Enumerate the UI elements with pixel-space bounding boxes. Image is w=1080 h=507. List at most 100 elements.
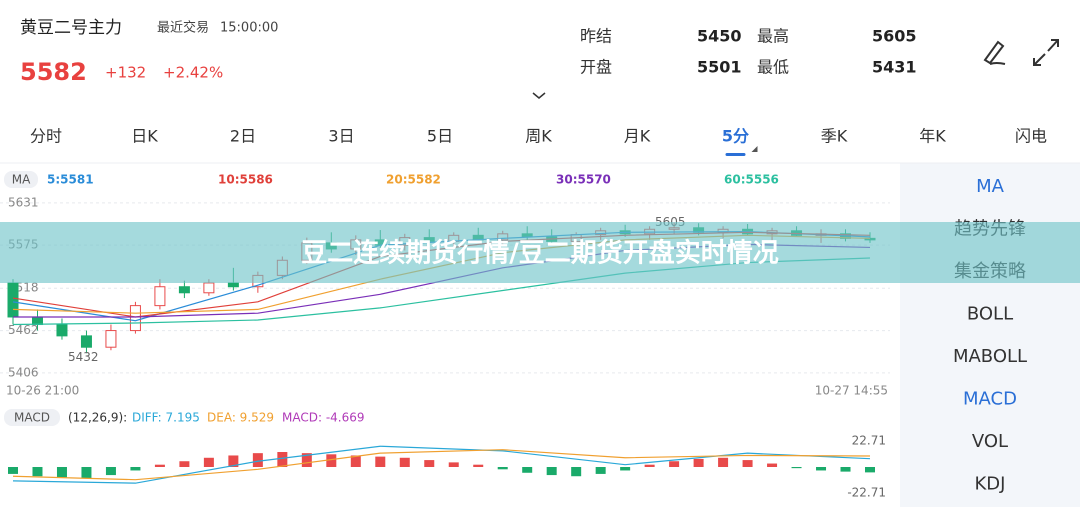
- indicator-option[interactable]: VOL: [972, 431, 1008, 452]
- macd-bar: [448, 462, 459, 467]
- banner-text: 豆二连续期货行情/豆二期货开盘实时情况: [301, 238, 779, 269]
- stat-label: 昨结: [580, 27, 612, 46]
- stat-value: 5605: [872, 27, 917, 46]
- candle-body: [105, 330, 117, 348]
- period-tab[interactable]: 5分: [722, 127, 749, 146]
- legend-entry: DEA: 9.529: [207, 411, 274, 425]
- macd-bar: [301, 453, 312, 467]
- macd-bar: [81, 467, 92, 479]
- period-tab[interactable]: 日K: [131, 127, 158, 146]
- indicator-option[interactable]: KDJ: [975, 474, 1006, 495]
- indicator-option[interactable]: MABOLL: [953, 346, 1027, 367]
- y-tick-label: -22.71: [847, 486, 886, 500]
- fullscreen-icon[interactable]: [1033, 39, 1059, 66]
- macd-bar: [130, 467, 141, 471]
- banner-overlay: [0, 222, 1080, 283]
- legend-entry: 20:5582: [386, 173, 441, 187]
- candle-body: [80, 335, 92, 348]
- macd-bar: [203, 457, 214, 467]
- candle-body: [203, 282, 215, 294]
- period-tab[interactable]: 周K: [525, 127, 552, 146]
- y-tick-label: 5631: [8, 195, 39, 209]
- period-tab[interactable]: 分时: [30, 127, 62, 146]
- macd-bar: [595, 467, 606, 474]
- macd-bar: [56, 467, 67, 478]
- candle-body: [7, 282, 19, 318]
- macd-bar: [620, 467, 631, 471]
- macd-bar: [644, 464, 655, 467]
- macd-bar: [105, 467, 116, 476]
- indicator-option[interactable]: MA: [976, 176, 1005, 197]
- y-tick-label: 5406: [8, 365, 39, 379]
- macd-line: [12, 445, 871, 484]
- legend-entry: 30:5570: [556, 173, 611, 187]
- macd-bar: [816, 467, 827, 471]
- macd-bar: [546, 467, 557, 476]
- last-trade-time: 15:00:00: [220, 21, 278, 36]
- stat-label: 开盘: [580, 58, 612, 77]
- macd-bar: [865, 467, 875, 473]
- macd-bar: [252, 453, 263, 467]
- change: +132: [105, 64, 146, 82]
- min-label: 5432: [68, 350, 99, 364]
- macd-bar: [326, 454, 337, 467]
- period-tab[interactable]: 5日: [427, 127, 453, 146]
- change-pct: +2.42%: [163, 64, 223, 82]
- legend-title: MACD: [14, 411, 50, 425]
- macd-params: (12,26,9):: [68, 411, 127, 425]
- macd-bar: [473, 464, 484, 467]
- stat-label: 最低: [757, 58, 789, 77]
- candle-body: [56, 324, 68, 337]
- macd-bar: [228, 455, 239, 467]
- stat-value: 5431: [872, 58, 917, 77]
- stat-label: 最高: [757, 27, 789, 46]
- period-tab[interactable]: 2日: [230, 127, 256, 146]
- legend-entry: 5:5581: [47, 173, 94, 187]
- price: 5582: [20, 58, 87, 86]
- macd-bar: [375, 456, 386, 467]
- x-label: 10-27 14:55: [815, 384, 888, 398]
- period-tab[interactable]: 闪电: [1015, 127, 1047, 146]
- macd-bar: [8, 467, 18, 474]
- instrument-name: 黄豆二号主力: [20, 18, 122, 38]
- side-panel: [900, 163, 1080, 507]
- tab-dropdown: [751, 146, 758, 152]
- y-tick-label: 22.71: [852, 433, 886, 447]
- macd-bar: [742, 460, 753, 467]
- period-tab[interactable]: 月K: [624, 127, 651, 146]
- candle-body: [31, 316, 43, 326]
- macd-bar: [718, 457, 729, 467]
- macd-bar: [277, 452, 288, 467]
- legend-entry: DIFF: 7.195: [132, 411, 200, 425]
- last-trade-label: 最近交易: [157, 20, 209, 36]
- y-tick-label: 5462: [8, 323, 39, 337]
- period-tab[interactable]: 3日: [328, 127, 354, 146]
- macd-bar: [32, 467, 43, 477]
- macd-bar: [840, 467, 851, 472]
- macd-bar: [497, 467, 508, 470]
- expand-chevron[interactable]: [532, 92, 546, 99]
- legend-entry: 10:5586: [218, 173, 273, 187]
- macd-bar: [399, 457, 410, 467]
- legend-badge: [4, 171, 38, 188]
- macd-bar: [424, 460, 435, 467]
- macd-line: [12, 449, 871, 481]
- macd-bar: [693, 458, 704, 467]
- candle-body: [129, 305, 141, 332]
- period-tab[interactable]: 年K: [919, 127, 946, 146]
- macd-bar: [791, 467, 802, 469]
- edit-icon[interactable]: [983, 40, 1006, 65]
- period-tab[interactable]: 季K: [821, 127, 848, 146]
- legend-title: MA: [12, 173, 31, 187]
- indicator-option[interactable]: MACD: [963, 389, 1017, 410]
- legend-badge: [4, 409, 60, 426]
- macd-bar: [669, 461, 680, 467]
- x-label: 10-26 21:00: [6, 384, 79, 398]
- indicator-option[interactable]: BOLL: [967, 304, 1013, 325]
- macd-bar: [350, 455, 361, 467]
- legend-entry: 60:5556: [724, 173, 779, 187]
- candle-body: [154, 286, 166, 307]
- active-tab-underline: [725, 153, 746, 156]
- stat-value: 5450: [697, 27, 742, 46]
